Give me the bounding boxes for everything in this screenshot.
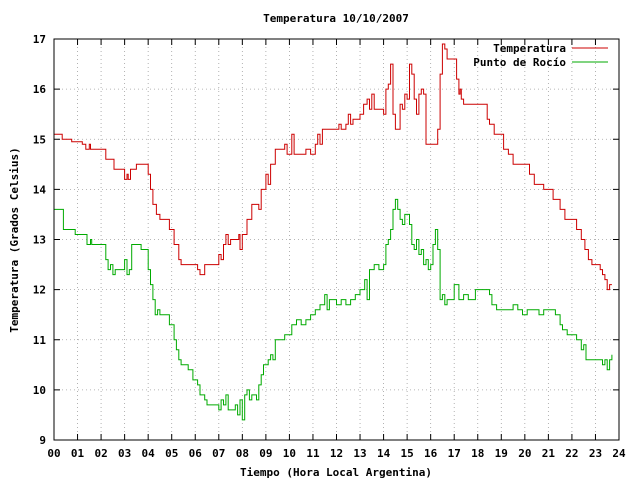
series-layer [54, 43, 613, 421]
chart-title: Temperatura 10/10/2007 [263, 12, 409, 25]
x-tick-label: 00 [47, 447, 60, 460]
x-tick-label: 14 [377, 447, 391, 460]
x-tick-label: 13 [353, 447, 366, 460]
x-tick-label: 22 [565, 447, 578, 460]
y-tick-label: 11 [33, 334, 47, 347]
x-tick-label: 08 [236, 447, 249, 460]
y-tick-label: 15 [33, 133, 46, 146]
x-tick-label: 06 [189, 447, 203, 460]
x-tick-label: 04 [142, 447, 156, 460]
x-tick-label: 02 [94, 447, 107, 460]
y-tick-label: 10 [33, 384, 46, 397]
legend-label-punto-de-rocio: Punto de Rocío [473, 56, 566, 69]
x-tick-label: 05 [165, 447, 178, 460]
y-tick-label: 14 [33, 183, 47, 196]
y-tick-label: 16 [33, 83, 47, 96]
y-tick-label: 12 [33, 284, 46, 297]
y-tick-label: 17 [33, 33, 46, 46]
x-tick-label: 01 [71, 447, 85, 460]
series-line-temperatura [54, 43, 612, 291]
x-tick-label: 03 [118, 447, 131, 460]
x-tick-label: 24 [612, 447, 626, 460]
x-tick-label: 17 [448, 447, 461, 460]
x-tick-label: 16 [424, 447, 438, 460]
x-tick-label: 09 [259, 447, 272, 460]
grid-layer [54, 39, 619, 440]
x-axis-label: Tiempo (Hora Local Argentina) [240, 466, 432, 479]
y-tick-label: 13 [33, 234, 46, 247]
x-tick-label: 12 [330, 447, 343, 460]
x-tick-label: 07 [212, 447, 225, 460]
y-axis-label: Temperatura (Grados Celsius) [8, 147, 21, 332]
x-tick-label: 19 [495, 447, 508, 460]
x-tick-label: 23 [589, 447, 602, 460]
series-line-punto-de-rocio [54, 198, 613, 421]
x-tick-label: 10 [283, 447, 296, 460]
x-tick-label: 21 [542, 447, 556, 460]
legend-label-temperatura: Temperatura [493, 42, 566, 55]
x-tick-label: 18 [471, 447, 484, 460]
tick-layer [53, 38, 620, 441]
x-tick-label: 15 [401, 447, 414, 460]
x-tick-label: 20 [518, 447, 531, 460]
x-tick-label: 11 [306, 447, 320, 460]
label-layer: 00 01 02 03 04 05 06 07 08 09 10 11 12 13 14 15 16 17 18 19… [33, 33, 626, 460]
y-tick-label: 9 [39, 434, 46, 447]
